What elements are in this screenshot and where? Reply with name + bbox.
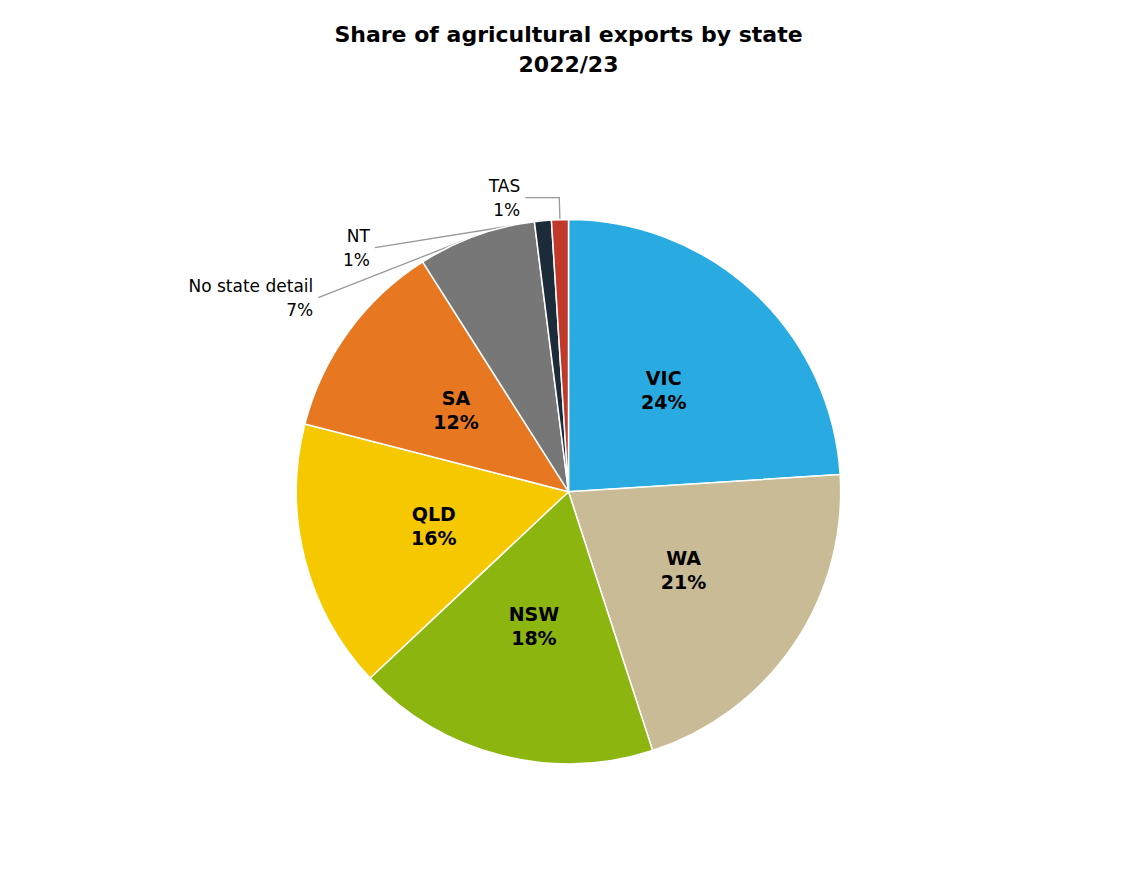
svg-text:7%: 7% (286, 300, 313, 320)
svg-text:Share of agricultural exports: Share of agricultural exports by state (334, 22, 802, 47)
svg-text:VIC: VIC (646, 367, 682, 389)
svg-text:No state detail: No state detail (188, 276, 313, 296)
svg-text:SA: SA (442, 387, 471, 409)
svg-text:16%: 16% (411, 527, 456, 549)
svg-text:18%: 18% (511, 627, 556, 649)
svg-text:2022/23: 2022/23 (519, 52, 619, 77)
svg-text:1%: 1% (343, 250, 370, 270)
svg-text:QLD: QLD (412, 503, 456, 525)
svg-text:24%: 24% (641, 391, 686, 413)
svg-text:NT: NT (347, 226, 371, 246)
svg-text:TAS: TAS (488, 176, 521, 196)
svg-text:21%: 21% (661, 571, 706, 593)
svg-text:WA: WA (666, 547, 701, 569)
svg-text:1%: 1% (493, 200, 520, 220)
svg-text:12%: 12% (433, 411, 478, 433)
svg-text:NSW: NSW (509, 603, 560, 625)
